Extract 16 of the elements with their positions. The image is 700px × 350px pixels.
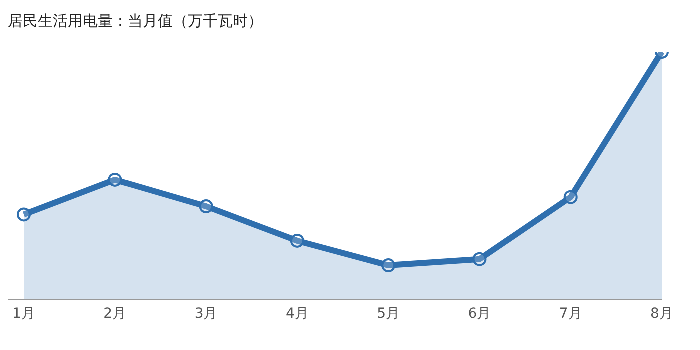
- point: [382, 258, 396, 273]
- x-tick-label: 4月: [286, 306, 309, 322]
- point: [472, 252, 487, 266]
- point: [290, 234, 304, 248]
- x-tick-label: 7月: [559, 306, 582, 322]
- point: [564, 190, 578, 204]
- x-tick-label: 6月: [468, 306, 492, 322]
- x-tick-label: 1月: [12, 306, 36, 322]
- x-tick-label: 8月: [650, 306, 674, 322]
- x-tick-label: 3月: [194, 306, 218, 322]
- x-tick-label: 5月: [377, 306, 400, 322]
- point: [17, 208, 31, 222]
- point: [199, 200, 214, 214]
- x-tick-label: 2月: [104, 306, 127, 322]
- chart-title: 居民生活用电量：当月值（万千瓦时）: [8, 11, 264, 32]
- point: [108, 172, 122, 187]
